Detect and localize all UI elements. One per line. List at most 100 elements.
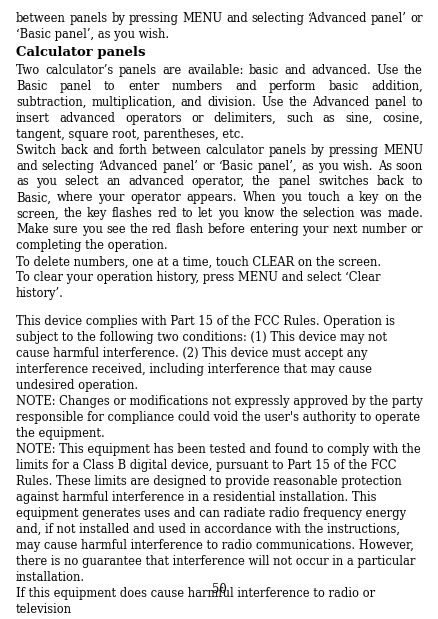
Text: basic: basic <box>328 80 358 93</box>
Text: panel’: panel’ <box>162 160 198 173</box>
Text: insert: insert <box>16 111 50 124</box>
Text: multiplication,: multiplication, <box>91 95 176 108</box>
Text: selecting: selecting <box>42 160 95 173</box>
Text: cause harmful interference. (2) This device must accept any: cause harmful interference. (2) This dev… <box>16 347 367 360</box>
Text: operator: operator <box>130 191 180 204</box>
Text: key: key <box>357 191 378 204</box>
Text: operator,: operator, <box>191 175 244 188</box>
Text: the: the <box>288 95 307 108</box>
Text: select: select <box>64 175 99 188</box>
Text: advanced.: advanced. <box>311 64 370 77</box>
Text: there is no guarantee that interference will not occur in a particular: there is no guarantee that interference … <box>16 555 414 568</box>
Text: you: you <box>36 175 57 188</box>
Text: Two: Two <box>16 64 40 77</box>
Text: by: by <box>310 144 324 157</box>
Text: wish.: wish. <box>342 160 373 173</box>
Text: soon: soon <box>395 160 422 173</box>
Text: and: and <box>234 80 256 93</box>
Text: a: a <box>345 191 352 204</box>
Text: As: As <box>377 160 391 173</box>
Text: panels: panels <box>119 64 157 77</box>
Text: the: the <box>63 207 82 220</box>
Text: delimiters,: delimiters, <box>213 111 276 124</box>
Text: available:: available: <box>187 64 243 77</box>
Text: panels: panels <box>69 12 107 25</box>
Text: To delete numbers, one at a time, touch CLEAR on the screen.: To delete numbers, one at a time, touch … <box>16 256 380 269</box>
Text: Advanced: Advanced <box>311 95 369 108</box>
Text: Make: Make <box>16 223 49 236</box>
Text: or: or <box>410 12 422 25</box>
Text: the: the <box>403 64 422 77</box>
Text: Use: Use <box>261 95 283 108</box>
Text: screen,: screen, <box>16 207 59 220</box>
Text: selection: selection <box>302 207 354 220</box>
Text: such: such <box>285 111 312 124</box>
Text: and: and <box>92 144 114 157</box>
Text: ‘Advanced: ‘Advanced <box>307 12 367 25</box>
Text: television: television <box>16 603 72 616</box>
Text: by: by <box>111 12 125 25</box>
Text: completing the operation.: completing the operation. <box>16 240 167 253</box>
Text: history’.: history’. <box>16 287 64 300</box>
Text: made.: made. <box>386 207 422 220</box>
Text: appears.: appears. <box>186 191 237 204</box>
Text: the: the <box>129 223 148 236</box>
Text: operators: operators <box>125 111 181 124</box>
Text: and, if not installed and used in accordance with the instructions,: and, if not installed and used in accord… <box>16 523 399 536</box>
Text: cosine,: cosine, <box>381 111 422 124</box>
Text: red: red <box>152 223 172 236</box>
Text: between: between <box>151 144 201 157</box>
Text: may cause harmful interference to radio communications. However,: may cause harmful interference to radio … <box>16 539 413 552</box>
Text: to: to <box>181 207 193 220</box>
Text: see: see <box>106 223 126 236</box>
Text: ‘Advanced: ‘Advanced <box>99 160 158 173</box>
Text: Basic,: Basic, <box>16 191 51 204</box>
Text: or: or <box>202 160 214 173</box>
Text: where: where <box>57 191 93 204</box>
Text: Use: Use <box>375 64 398 77</box>
Text: To clear your operation history, press MENU and select ‘Clear: To clear your operation history, press M… <box>16 271 380 284</box>
Text: calculator’s: calculator’s <box>46 64 113 77</box>
Text: MENU: MENU <box>182 12 222 25</box>
Text: back: back <box>375 175 403 188</box>
Text: Calculator panels: Calculator panels <box>16 46 145 59</box>
Text: as: as <box>300 160 314 173</box>
Text: the equipment.: the equipment. <box>16 427 105 440</box>
Text: let: let <box>198 207 213 220</box>
Text: forth: forth <box>118 144 147 157</box>
Text: or: or <box>191 111 204 124</box>
Text: you: you <box>281 191 302 204</box>
Text: sure: sure <box>52 223 78 236</box>
Text: know: know <box>243 207 274 220</box>
Text: between: between <box>16 12 66 25</box>
Text: and: and <box>283 64 305 77</box>
Text: perform: perform <box>268 80 316 93</box>
Text: If this equipment does cause harmful interference to radio or: If this equipment does cause harmful int… <box>16 587 374 600</box>
Text: Rules. These limits are designed to provide reasonable protection: Rules. These limits are designed to prov… <box>16 475 401 488</box>
Text: to: to <box>410 95 422 108</box>
Text: key: key <box>87 207 107 220</box>
Text: limits for a Class B digital device, pursuant to Part 15 of the FCC: limits for a Class B digital device, pur… <box>16 459 396 472</box>
Text: sine,: sine, <box>344 111 371 124</box>
Text: your: your <box>302 223 328 236</box>
Text: against harmful interference in a residential installation. This: against harmful interference in a reside… <box>16 491 376 504</box>
Text: the: the <box>251 175 270 188</box>
Text: before: before <box>207 223 245 236</box>
Text: addition,: addition, <box>371 80 422 93</box>
Text: are: are <box>162 64 181 77</box>
Text: division.: division. <box>207 95 255 108</box>
Text: you: you <box>217 207 238 220</box>
Text: NOTE: Changes or modifications not expressly approved by the party: NOTE: Changes or modifications not expre… <box>16 395 422 408</box>
Text: NOTE: This equipment has been tested and found to comply with the: NOTE: This equipment has been tested and… <box>16 443 420 456</box>
Text: subtraction,: subtraction, <box>16 95 86 108</box>
Text: you: you <box>81 223 102 236</box>
Text: the: the <box>403 191 422 204</box>
Text: next: next <box>332 223 357 236</box>
Text: entering: entering <box>248 223 298 236</box>
Text: panel’,: panel’, <box>257 160 297 173</box>
Text: and: and <box>180 95 202 108</box>
Text: advanced: advanced <box>60 111 115 124</box>
Text: panel’: panel’ <box>370 12 406 25</box>
Text: and: and <box>16 160 38 173</box>
Text: subject to the following two conditions: (1) This device may not: subject to the following two conditions:… <box>16 331 386 344</box>
